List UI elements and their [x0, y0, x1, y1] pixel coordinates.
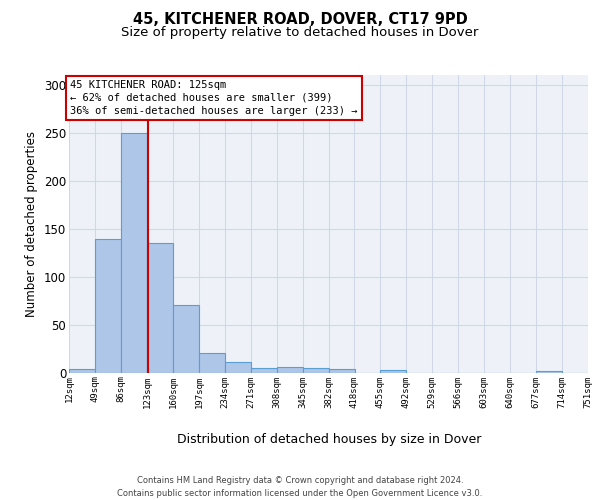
Y-axis label: Number of detached properties: Number of detached properties — [25, 130, 38, 317]
Text: Size of property relative to detached houses in Dover: Size of property relative to detached ho… — [121, 26, 479, 39]
Text: 45 KITCHENER ROAD: 125sqm
← 62% of detached houses are smaller (399)
36% of semi: 45 KITCHENER ROAD: 125sqm ← 62% of detac… — [70, 80, 358, 116]
Bar — [251, 368, 277, 372]
Bar — [225, 362, 251, 372]
Bar — [277, 366, 303, 372]
Bar — [199, 354, 225, 372]
Bar — [69, 368, 95, 372]
Bar — [380, 370, 406, 372]
Bar — [173, 306, 199, 372]
Bar — [95, 239, 121, 372]
Text: Distribution of detached houses by size in Dover: Distribution of detached houses by size … — [176, 432, 481, 446]
Text: Contains HM Land Registry data © Crown copyright and database right 2024.
Contai: Contains HM Land Registry data © Crown c… — [118, 476, 482, 498]
Bar — [303, 368, 329, 372]
Bar — [147, 243, 173, 372]
Text: 45, KITCHENER ROAD, DOVER, CT17 9PD: 45, KITCHENER ROAD, DOVER, CT17 9PD — [133, 12, 467, 28]
Bar — [536, 370, 562, 372]
Bar — [121, 132, 147, 372]
Bar — [329, 368, 355, 372]
